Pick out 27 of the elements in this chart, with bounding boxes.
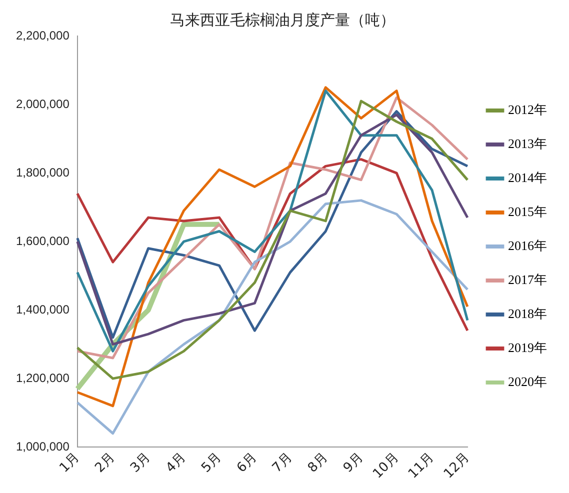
- x-tick-label: 12月: [441, 450, 473, 482]
- x-tick-label: 8月: [305, 450, 331, 476]
- legend-label: 2018年: [508, 306, 547, 321]
- x-tick-label: 5月: [198, 450, 224, 476]
- y-tick-label: 1,400,000: [16, 302, 70, 316]
- x-tick-label: 6月: [234, 450, 260, 476]
- y-tick-label: 2,000,000: [16, 96, 70, 111]
- x-tick-label: 2月: [92, 450, 118, 476]
- x-tick-label: 9月: [340, 450, 366, 476]
- legend-label: 2012年: [508, 102, 547, 117]
- legend-label: 2015年: [508, 204, 547, 219]
- y-tick-label: 1,200,000: [16, 370, 70, 385]
- y-tick-label: 1,800,000: [16, 165, 70, 180]
- x-tick-label: 3月: [128, 450, 154, 476]
- legend-label: 2017年: [508, 272, 547, 287]
- legend-label: 2014年: [508, 170, 547, 185]
- legend-label: 2016年: [508, 238, 547, 253]
- chart-title: 马来西亚毛棕榈油月度产量（吨）: [170, 10, 395, 29]
- x-tick-label: 10月: [370, 450, 402, 482]
- x-tick-label: 11月: [406, 450, 438, 482]
- legend-label: 2020年: [508, 374, 547, 389]
- legend-label: 2019年: [508, 340, 547, 355]
- x-tick-label: 7月: [270, 450, 296, 476]
- y-tick-label: 1,600,000: [16, 234, 70, 248]
- legend-label: 2013年: [508, 136, 547, 151]
- y-tick-label: 2,200,000: [16, 28, 70, 42]
- x-tick-label: 4月: [163, 450, 189, 476]
